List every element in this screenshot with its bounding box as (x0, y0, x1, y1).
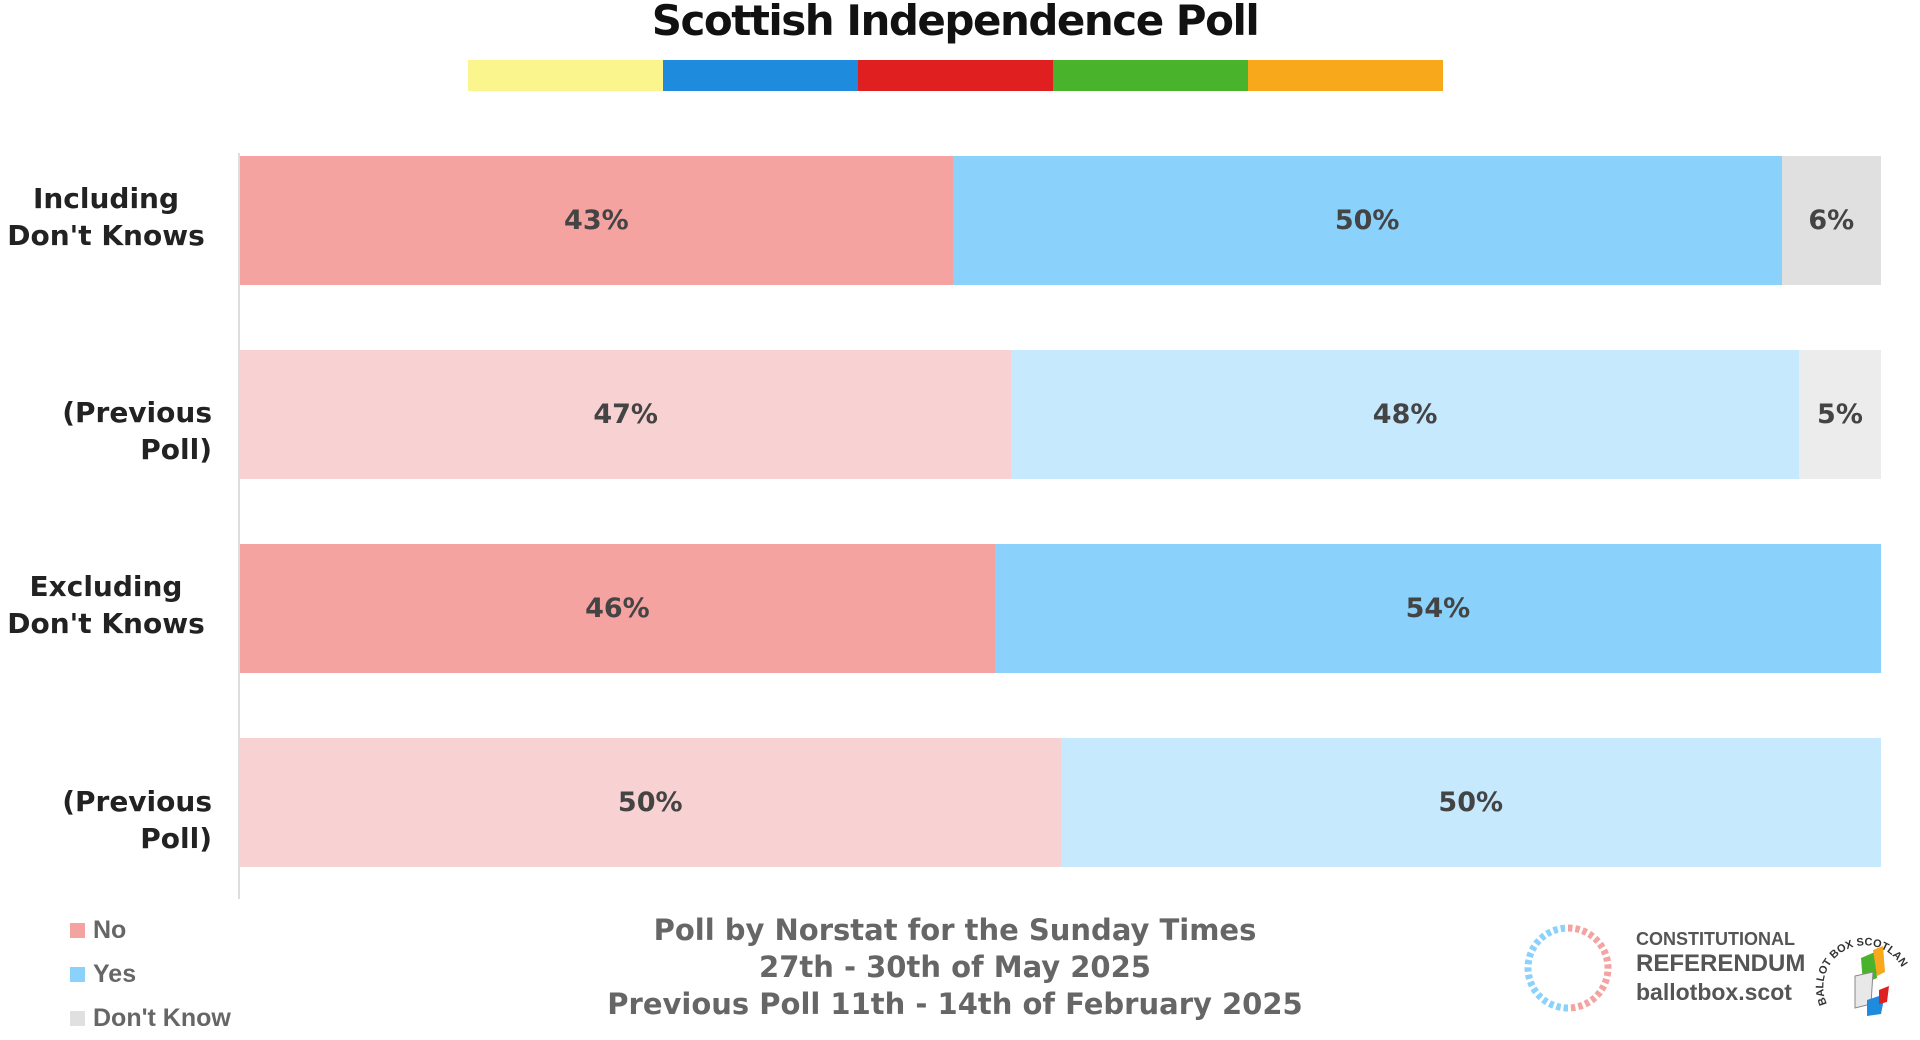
bar-row-1: 43% 50% 6% (240, 156, 1881, 285)
ring-dash (1547, 932, 1551, 934)
ring-dash (1538, 994, 1541, 997)
row-label-including: Including Don't Knows (0, 180, 212, 254)
stripe-segment-yellow (468, 60, 663, 91)
logo-line-constitutional: CONSTITUTIONAL (1636, 928, 1805, 950)
ring-dash (1528, 960, 1529, 964)
row-label-previous-1: (Previous Poll) (0, 394, 212, 468)
row-label-previous-2: (Previous Poll) (0, 783, 212, 857)
ring-dash (1606, 957, 1607, 961)
bar-row-3: 46% 54% (240, 544, 1881, 673)
bar-segment-yes: 48% (1011, 350, 1799, 479)
ring-dash (1530, 982, 1532, 986)
data-label-no: 50% (618, 787, 683, 818)
logo-text-block: CONSTITUTIONAL REFERENDUM ballotbox.scot (1636, 928, 1805, 1006)
ring-dash (1602, 986, 1604, 990)
legend-swatch-no (70, 923, 85, 938)
data-label-yes: 48% (1373, 399, 1438, 430)
referendum-ring-icon (1520, 920, 1616, 1016)
ring-dash (1592, 998, 1595, 1001)
ring-dash (1585, 1002, 1589, 1004)
legend-item-no: No (70, 908, 231, 952)
row-label-excluding-line1: Excluding (0, 568, 212, 605)
ring-dash (1607, 972, 1608, 976)
legend-label-dont-know: Don't Know (93, 1004, 231, 1033)
data-label-dont-know: 6% (1808, 205, 1854, 236)
bar-segment-no: 50% (240, 738, 1061, 867)
data-label-yes: 50% (1438, 787, 1503, 818)
ring-dash (1554, 929, 1558, 930)
logo-line-url: ballotbox.scot (1636, 978, 1805, 1006)
legend-swatch-dont-know (70, 1011, 85, 1026)
bar-segment-dont-know: 6% (1782, 156, 1881, 285)
data-label-dont-know: 5% (1817, 399, 1863, 430)
legend-label-no: No (93, 916, 126, 945)
ring-dash (1556, 1006, 1560, 1007)
title-color-stripe (468, 60, 1443, 91)
ring-dash (1561, 928, 1565, 929)
badge-shape-red (1879, 986, 1889, 1004)
stripe-segment-red (858, 60, 1053, 91)
ring-dash (1589, 934, 1593, 937)
row-label-excluding-line2: Don't Knows (0, 605, 212, 642)
legend-label-yes: Yes (93, 960, 136, 989)
ring-dash (1582, 931, 1586, 933)
stripe-segment-orange (1248, 60, 1443, 91)
data-label-no: 43% (564, 205, 629, 236)
row-label-including-line2: Don't Knows (0, 217, 212, 254)
ring-dash (1541, 936, 1544, 939)
ring-dash (1532, 946, 1534, 950)
data-label-no: 47% (593, 399, 658, 430)
legend-swatch-yes (70, 967, 85, 982)
data-label-yes: 50% (1335, 205, 1400, 236)
ring-dash (1575, 929, 1579, 930)
ring-dash (1536, 941, 1539, 944)
ring-dash (1534, 988, 1536, 992)
bar-segment-dont-know: 5% (1799, 350, 1881, 479)
ring-dash (1597, 992, 1600, 995)
ring-dash (1543, 999, 1547, 1002)
chart-title: Scottish Independence Poll (0, 0, 1910, 45)
footer-line-dates: 27th - 30th of May 2025 (560, 949, 1350, 986)
stripe-segment-green (1053, 60, 1248, 91)
ring-dash (1605, 979, 1606, 983)
ring-dash (1600, 944, 1602, 948)
legend: No Yes Don't Know (70, 908, 231, 1040)
bar-segment-yes: 50% (1061, 738, 1882, 867)
ring-dash (1571, 1007, 1575, 1008)
footer-line-pollster: Poll by Norstat for the Sunday Times (560, 912, 1350, 949)
bar-segment-no: 46% (240, 544, 995, 673)
row-label-excluding: Excluding Don't Knows (0, 568, 212, 642)
ballot-box-scotland-logo: BALLOT BOX SCOTLAND (1815, 918, 1915, 1022)
ring-dash (1529, 975, 1530, 979)
bar-segment-yes: 50% (953, 156, 1782, 285)
data-label-no: 46% (585, 593, 650, 624)
bar-segment-no: 47% (240, 350, 1011, 479)
logo-line-referendum: REFERENDUM (1636, 950, 1805, 978)
stripe-segment-blue (663, 60, 858, 91)
data-label-yes: 54% (1406, 593, 1471, 624)
legend-item-yes: Yes (70, 952, 231, 996)
ring-dash (1550, 1003, 1554, 1005)
bar-row-2: 47% 48% 5% (240, 350, 1881, 479)
legend-item-dont-know: Don't Know (70, 996, 231, 1040)
footer-line-previous-dates: Previous Poll 11th - 14th of February 20… (560, 986, 1350, 1023)
bar-row-4: 50% 50% (240, 738, 1881, 867)
ring-dash (1604, 950, 1606, 954)
ring-dash (1578, 1005, 1582, 1006)
ring-dashes (1528, 928, 1608, 1008)
poll-source-note: Poll by Norstat for the Sunday Times 27t… (560, 912, 1350, 1023)
ring-dash (1595, 938, 1598, 941)
bar-segment-yes: 54% (995, 544, 1881, 673)
ring-dash (1530, 953, 1531, 957)
row-label-including-line1: Including (0, 180, 212, 217)
bar-segment-no: 43% (240, 156, 953, 285)
